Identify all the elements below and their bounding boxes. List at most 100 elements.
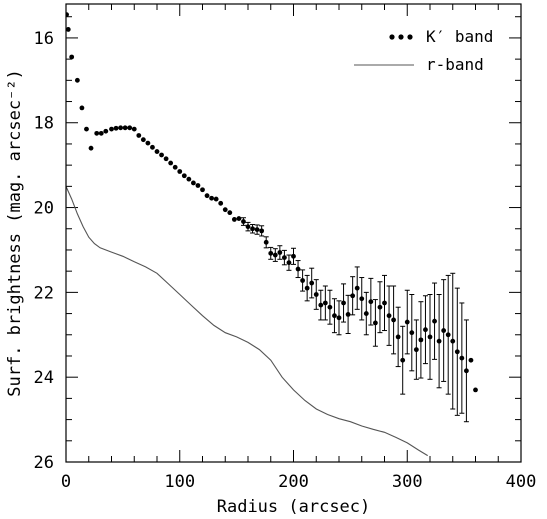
k-band-point (313, 292, 319, 297)
k-band-point (122, 125, 128, 131)
k-band-point (131, 126, 137, 132)
k-band-point (468, 357, 474, 363)
k-band-point (98, 130, 104, 136)
k-band-point (168, 160, 174, 166)
k-band-point (245, 224, 251, 230)
k-band-point (66, 12, 69, 18)
k-band-point (118, 125, 123, 131)
k-band-point (436, 338, 442, 344)
r-band-line (66, 186, 428, 457)
k-band-point (109, 126, 114, 132)
x-tick-label: 100 (164, 472, 195, 492)
k-band-point (195, 183, 201, 188)
axis-ticks (65, 4, 522, 463)
legend: K′ band r-band (354, 27, 493, 74)
legend-k-band-dot (389, 34, 395, 40)
k-band-point (409, 330, 415, 336)
legend-k-band-dot (407, 34, 413, 40)
y-axis-label: Surf. brightness (mag. arcsec⁻²) (5, 69, 25, 397)
k-band-point (209, 195, 215, 201)
k-band-point (391, 317, 396, 323)
y-tick-label: 18 (34, 114, 54, 134)
k-band-point (309, 280, 315, 286)
k-band-point (254, 227, 260, 233)
k-band-point (322, 300, 328, 306)
k-band-point (259, 228, 265, 234)
k-band-point (79, 105, 85, 111)
k-band-point (154, 149, 160, 154)
tick-labels: 0 100 200 300 400 16 18 20 22 24 26 (34, 29, 537, 492)
y-tick-label: 24 (34, 368, 54, 388)
k-band-point (88, 145, 94, 151)
k-band-point (418, 337, 424, 343)
k-band-point (213, 196, 219, 202)
k-band-point (295, 266, 301, 272)
k-band-point (268, 250, 274, 256)
k-band-point (127, 125, 133, 131)
k-band-point (263, 239, 269, 245)
k-band-point (186, 176, 192, 182)
k-band-point (473, 387, 478, 393)
k-band-point (136, 133, 142, 138)
k-band-point (113, 125, 119, 131)
k-band-point (150, 144, 155, 150)
k-band-point (177, 169, 183, 174)
x-axis-label: Radius (arcsec) (217, 497, 371, 517)
k-band-point (191, 180, 196, 186)
k-band-point (336, 315, 342, 321)
k-band-point (286, 260, 292, 266)
r-band-series (66, 186, 428, 457)
k-band-point (222, 207, 228, 213)
x-tick-label: 300 (392, 472, 423, 492)
k-band-point (236, 216, 242, 221)
k-band-point (272, 252, 278, 258)
k-band-point (332, 313, 337, 319)
k-band-point (227, 210, 233, 216)
y-tick-label: 16 (34, 29, 54, 49)
k-band-point (450, 338, 456, 344)
k-band-point (318, 302, 324, 308)
k-band-point (354, 285, 360, 291)
k-band-point (204, 193, 210, 199)
x-tick-label: 0 (61, 472, 71, 492)
k-band-point (327, 304, 333, 310)
y-tick-label: 26 (34, 453, 54, 473)
k-band-point (368, 299, 374, 305)
k-band-point (282, 255, 287, 260)
k-band-point (103, 128, 109, 134)
legend-k-band-marker (389, 34, 413, 40)
k-band-point (350, 293, 356, 299)
k-band-point (84, 126, 89, 132)
k-band-point (382, 300, 387, 306)
k-band-point (200, 187, 205, 193)
plot-frame (65, 3, 522, 463)
k-band-point (441, 328, 447, 333)
k-band-point (218, 200, 224, 206)
k-band-point (250, 226, 255, 232)
k-band-point (140, 137, 146, 143)
y-tick-label: 22 (34, 283, 54, 303)
k-band-point (341, 300, 346, 306)
k-band-point (74, 77, 80, 83)
k-band-point (404, 319, 410, 325)
k-band-point (69, 54, 75, 60)
k-band-point (241, 219, 246, 224)
k-band-point (345, 312, 351, 317)
k-band-point (432, 318, 437, 324)
k-band-point (163, 156, 169, 162)
legend-k-band-dot (398, 34, 404, 40)
k-band-series (66, 12, 478, 423)
k-band-point (445, 332, 451, 338)
k-band-point (66, 27, 71, 32)
k-band-point (377, 304, 383, 310)
k-band-point (459, 355, 465, 361)
k-band-point (400, 357, 406, 363)
y-tick-label: 20 (34, 199, 54, 219)
k-band-point (304, 285, 310, 291)
k-band-point (94, 130, 100, 136)
k-band-point (454, 349, 460, 355)
k-band-point (386, 313, 392, 319)
k-band-point (277, 250, 283, 255)
